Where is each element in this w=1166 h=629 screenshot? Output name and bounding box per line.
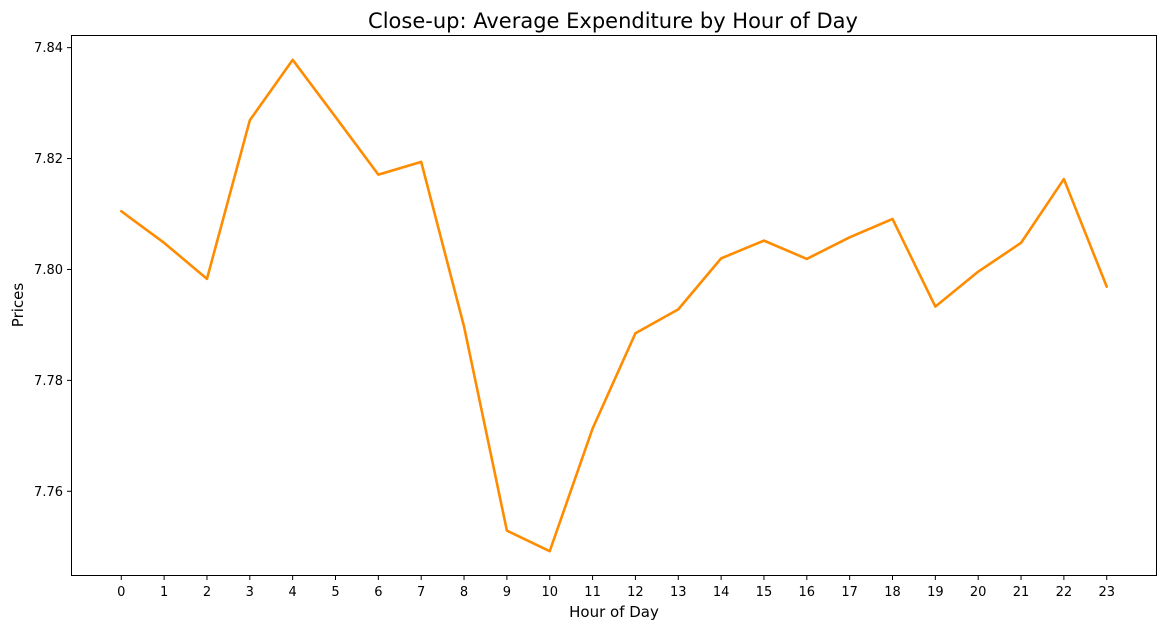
x-tick-label: 17	[841, 585, 858, 600]
y-axis-label: Prices	[9, 283, 27, 328]
x-tick-label: 7	[417, 585, 425, 600]
series-line-expenditure	[119, 58, 1109, 553]
x-tick-label: 20	[970, 585, 987, 600]
x-tick-label: 10	[541, 585, 558, 600]
x-tick-label: 5	[331, 585, 339, 600]
x-tick-label: 4	[289, 585, 297, 600]
x-tick-label: 9	[503, 585, 511, 600]
x-tick-label: 16	[799, 585, 816, 600]
y-tick-label: 7.78	[34, 374, 63, 389]
x-tick-label: 21	[1013, 585, 1030, 600]
x-tick-label: 2	[203, 585, 211, 600]
x-tick-label: 13	[670, 585, 687, 600]
y-tick-label: 7.80	[34, 263, 63, 278]
x-tick-label: 19	[927, 585, 944, 600]
x-tick-label: 12	[627, 585, 644, 600]
y-tick-label: 7.76	[34, 485, 63, 500]
x-axis-label: Hour of Day	[569, 603, 659, 621]
x-tick-label: 23	[1098, 585, 1115, 600]
x-tick-label: 3	[246, 585, 254, 600]
x-tick-label: 22	[1056, 585, 1073, 600]
x-tick-label: 0	[117, 585, 125, 600]
plot-area-frame	[71, 35, 1157, 576]
chart-title: Close-up: Average Expenditure by Hour of…	[368, 9, 858, 33]
x-axis: 0 1 2 3 4 5 6 7 8 9 10 11 12 13 14 15 16 17 18 19 20 21 22 23	[117, 575, 1115, 600]
x-tick-label: 8	[460, 585, 468, 600]
y-tick-label: 7.82	[34, 152, 63, 167]
x-tick-label: 14	[713, 585, 730, 600]
x-tick-label: 6	[374, 585, 382, 600]
y-tick-label: 7.84	[34, 41, 63, 56]
x-tick-label: 1	[160, 585, 168, 600]
x-tick-label: 15	[756, 585, 773, 600]
x-tick-label: 18	[884, 585, 901, 600]
y-axis: 7.76 7.78 7.80 7.82 7.84	[34, 41, 72, 500]
x-tick-label: 11	[584, 585, 601, 600]
